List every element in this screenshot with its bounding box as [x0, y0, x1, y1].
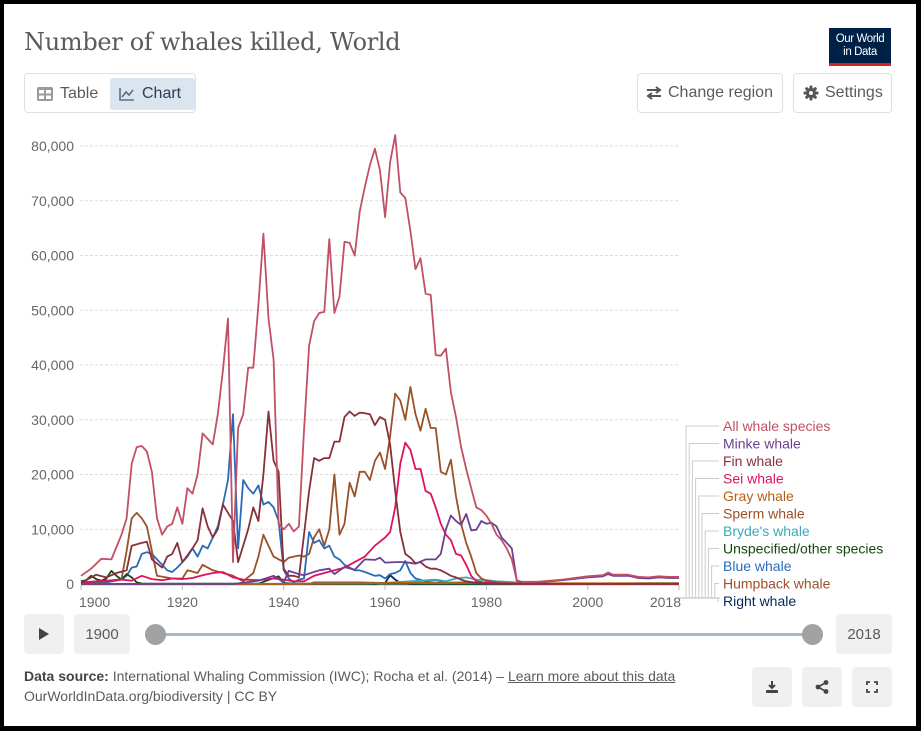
legend-connector [704, 530, 719, 598]
fullscreen-button[interactable] [852, 667, 892, 707]
source-prefix: Data source: [24, 668, 109, 684]
tab-table-label: Table [60, 85, 99, 102]
logo-line-2: in Data [843, 46, 877, 58]
y-tick-label: 20,000 [31, 467, 74, 483]
license-text: OurWorldInData.org/biodiversity | CC BY [24, 688, 278, 704]
x-tick-label: 2000 [572, 594, 603, 610]
x-tick-label: 1960 [369, 594, 400, 610]
source-text: International Whaling Commission (IWC); … [108, 668, 508, 684]
y-tick-label: 50,000 [31, 302, 74, 318]
legend-connector [711, 565, 719, 598]
legend-connector [707, 548, 719, 598]
page-title: Number of whales killed, World [24, 28, 401, 56]
legend-connector [717, 598, 719, 602]
legend-label: Humpback whale [723, 576, 831, 592]
line-chart: 0 10,000 20,000 30,000 40,000 50,000 60,000 70,… [31, 134, 883, 610]
legend-label: Right whale [723, 593, 796, 609]
x-tick-label: 2018 [650, 594, 681, 610]
share-icon [815, 680, 829, 694]
timeline-end-handle[interactable] [802, 624, 823, 645]
legend-label: Sperm whale [723, 506, 805, 522]
legend-connector [698, 495, 719, 598]
tab-chart[interactable]: Chart [110, 78, 195, 110]
settings-label: Settings [825, 84, 883, 101]
legend-connector [701, 513, 719, 598]
download-icon [766, 681, 778, 693]
fullscreen-icon [866, 681, 878, 693]
y-tick-label: 40,000 [31, 357, 74, 373]
legend-label: Sei whale [723, 471, 784, 487]
legend-label: Fin whale [723, 453, 783, 469]
view-tabs: Table Chart [24, 73, 196, 113]
end-year-box[interactable]: 2018 [836, 614, 892, 654]
legend-connector [688, 443, 719, 598]
timeline-start-handle[interactable] [145, 624, 166, 645]
change-region-button[interactable]: Change region [637, 73, 783, 113]
play-button[interactable] [24, 614, 64, 654]
download-button[interactable] [752, 667, 792, 707]
y-tick-label: 80,000 [31, 138, 74, 154]
x-tick-label: 1900 [79, 594, 110, 610]
y-tick-label: 10,000 [31, 521, 74, 537]
y-tick-label: 0 [66, 576, 74, 592]
legend-label: Blue whale [723, 558, 792, 574]
source-note: Data source: International Whaling Commi… [24, 666, 675, 706]
y-tick-label: 70,000 [31, 193, 74, 209]
play-icon [39, 628, 49, 640]
legend-label: Gray whale [723, 488, 794, 504]
share-button[interactable] [802, 667, 842, 707]
timeline-controls: 1900 2018 [24, 614, 892, 654]
series-line-fin-whale [80, 410, 679, 585]
legend-connector [695, 478, 719, 598]
gear-icon [803, 85, 819, 101]
series-line-unspecified-other-species [80, 570, 680, 585]
owid-logo[interactable]: Our World in Data [829, 28, 891, 66]
series-line-sei-whale [80, 441, 679, 585]
settings-button[interactable]: Settings [793, 73, 892, 113]
legend-connector [691, 460, 719, 598]
y-tick-label: 30,000 [31, 412, 74, 428]
legend-label: All whale species [723, 418, 830, 434]
start-year-box[interactable]: 1900 [74, 614, 130, 654]
table-icon [37, 87, 53, 101]
series-line-minke-whale [81, 513, 679, 585]
legend-connector [714, 583, 719, 598]
tab-table[interactable]: Table [29, 78, 111, 110]
x-tick-label: 1940 [268, 594, 299, 610]
legend-label: Unspecified/other species [723, 541, 883, 557]
x-tick-label: 1920 [167, 594, 198, 610]
legend-label: Minke whale [723, 436, 801, 452]
legend-label: Bryde's whale [723, 523, 810, 539]
tab-chart-label: Chart [142, 85, 182, 102]
timeline-track[interactable] [155, 633, 813, 636]
x-tick-label: 1980 [471, 594, 502, 610]
logo-line-1: Our World [835, 33, 885, 45]
swap-arrows-icon [646, 86, 662, 100]
legend-connector [685, 425, 719, 598]
series-line-blue-whale [80, 413, 679, 585]
series-line-sperm-whale [80, 386, 679, 585]
change-region-label: Change region [668, 84, 773, 101]
line-chart-icon [119, 88, 134, 101]
learn-more-link[interactable]: Learn more about this data [507, 668, 676, 684]
series-line-all-whale-species [80, 134, 679, 583]
y-tick-label: 60,000 [31, 248, 74, 264]
